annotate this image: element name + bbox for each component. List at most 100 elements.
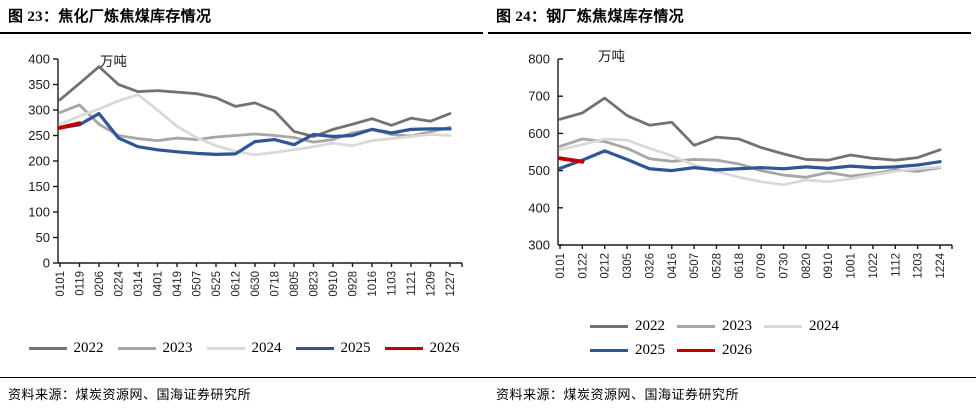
figure-23-title: 图 23：焦化厂炼焦煤库存情况 xyxy=(8,9,212,25)
series-line-2025 xyxy=(58,111,452,156)
x-tick-label: 1227 xyxy=(445,271,457,297)
figure-24-source-divider xyxy=(488,377,976,378)
legend-item-2023: 2023 xyxy=(117,340,193,356)
y-tick-label: 300 xyxy=(528,238,550,253)
legend-swatch-2024 xyxy=(206,346,245,350)
x-tick-label: 0419 xyxy=(172,271,184,297)
x-tick-label: 0507 xyxy=(192,271,204,297)
y-tick-label: 400 xyxy=(528,200,550,215)
legend-swatch-2022 xyxy=(28,346,67,350)
series-line-2025 xyxy=(558,149,942,173)
figure-24-title-divider xyxy=(488,32,972,34)
x-tick-label: 1103 xyxy=(387,271,399,296)
figure-24-panel: 图 24：钢厂炼焦煤库存情况 300 400 500 600 700 800 0101 012… xyxy=(488,0,976,412)
y-tick-label: 250 xyxy=(28,128,50,143)
x-tick-label: 0612 xyxy=(231,271,243,297)
x-tick-label: 0525 xyxy=(211,271,223,297)
legend-label-2025: 2025 xyxy=(340,340,371,356)
coking-plant-inventory-chart: 0 50 100 150 200 250 300 350 400 0101 0119 0206 0224… xyxy=(28,52,463,297)
x-tick-label: 0119 xyxy=(75,271,87,296)
y-tick-labels: 0 50 100 150 200 250 300 350 400 xyxy=(28,52,50,271)
figure-24-chart-area: 300 400 500 600 700 800 0101 0122 0212 0305 0326 04… xyxy=(488,34,976,308)
y-tick-label: 800 xyxy=(528,52,550,67)
legend-swatch-2023 xyxy=(677,324,715,328)
y-tick-label: 350 xyxy=(28,77,50,92)
legend-swatch-2022 xyxy=(590,324,628,328)
figure-23-source-block: 资料来源：煤炭资源网、国海证券研究所 xyxy=(0,377,488,412)
y-tick-label: 400 xyxy=(28,52,50,67)
x-tick-labels: 0101 0119 0206 0224 0314 0401 0419 0507 0525 0612… xyxy=(55,270,457,296)
legend-item-2025: 2025 xyxy=(295,340,371,356)
x-tick-label: 0528 xyxy=(711,253,723,279)
y-tick-label: 300 xyxy=(28,103,50,118)
y-tick-label: 150 xyxy=(28,179,50,194)
legend-label-2024: 2024 xyxy=(809,318,839,334)
legend-item-2023: 2023 xyxy=(677,318,752,334)
y-tick-labels: 300 400 500 600 700 800 xyxy=(528,52,550,253)
y-tick-label: 100 xyxy=(28,205,50,220)
x-tick-label: 0805 xyxy=(289,271,301,297)
x-tick-label: 0305 xyxy=(622,253,634,279)
x-tick-label: 0618 xyxy=(734,253,746,279)
figure-23-chart-area: 0 50 100 150 200 250 300 350 400 0101 0119 0206 0224… xyxy=(0,34,488,316)
legend-label-2026: 2026 xyxy=(722,342,752,358)
x-tick-label: 0401 xyxy=(153,271,165,297)
legend-swatch-2026 xyxy=(677,348,715,352)
series-line-2026 xyxy=(558,156,585,164)
series-line-2022 xyxy=(558,96,942,162)
x-tick-label: 0718 xyxy=(270,271,282,297)
x-tick-label: 0709 xyxy=(756,253,768,279)
legend-item-2026: 2026 xyxy=(677,342,752,358)
legend-swatch-2025 xyxy=(590,348,628,352)
legend-label-2025: 2025 xyxy=(635,342,665,358)
figure-23-panel: 图 23：焦化厂炼焦煤库存情况 0 50 100 150 200 250 300 350 400… xyxy=(0,9,488,412)
y-tick-label: 600 xyxy=(528,126,550,141)
legend-item-2025: 2025 xyxy=(590,342,665,358)
figure-23-legend: 2022 2023 2024 2025 2026 xyxy=(0,340,488,356)
x-tick-label: 0314 xyxy=(133,270,145,296)
series-line-2022 xyxy=(58,65,452,138)
x-tick-label: 0630 xyxy=(250,271,262,297)
unit-label: 万吨 xyxy=(100,54,127,69)
x-tick-labels: 0101 0122 0212 0305 0326 0416 0507 0528 0618 0709… xyxy=(555,252,947,278)
legend-swatch-2023 xyxy=(117,346,156,350)
x-tick-label: 1022 xyxy=(868,253,880,279)
figure-23-source-note: 资料来源：煤炭资源网、国海证券研究所 xyxy=(8,387,252,402)
figure-23-source-divider xyxy=(0,377,488,378)
steel-mill-inventory-chart: 300 400 500 600 700 800 0101 0122 0212 0305 0326 04… xyxy=(528,49,953,279)
x-tick-label: 1209 xyxy=(426,271,438,297)
x-tick-label: 0910 xyxy=(328,271,340,297)
x-tick-label: 0122 xyxy=(577,253,589,279)
x-tick-label: 0730 xyxy=(779,253,791,279)
x-tick-label: 0910 xyxy=(823,253,835,279)
x-tick-label: 0326 xyxy=(644,253,656,279)
legend-swatch-2026 xyxy=(384,346,423,350)
series-line-2024 xyxy=(558,137,942,187)
legend-item-2024: 2024 xyxy=(764,318,839,334)
legend-label-2023: 2023 xyxy=(722,318,752,334)
x-tick-label: 0224 xyxy=(114,270,126,296)
legend-label-2026: 2026 xyxy=(429,340,460,356)
x-tick-label: 0101 xyxy=(555,253,567,279)
x-tick-label: 1112 xyxy=(890,253,902,277)
x-tick-label: 1001 xyxy=(846,253,858,279)
y-tick-label: 50 xyxy=(36,230,50,245)
x-tick-label: 0507 xyxy=(689,253,701,279)
x-tick-label: 0823 xyxy=(309,271,321,297)
series-line-2026 xyxy=(58,121,82,130)
legend-item-2022: 2022 xyxy=(28,340,104,356)
axes xyxy=(53,58,463,267)
x-tick-label: 0928 xyxy=(348,271,360,297)
legend-swatch-2025 xyxy=(295,346,334,350)
x-tick-label: 0820 xyxy=(801,253,813,279)
x-tick-label: 1224 xyxy=(935,252,947,278)
x-tick-label: 0206 xyxy=(94,271,106,297)
y-tick-label: 500 xyxy=(528,163,550,178)
legend-item-2024: 2024 xyxy=(206,340,282,356)
figure-23-title-divider xyxy=(0,32,484,34)
y-tick-label: 700 xyxy=(528,89,550,104)
y-tick-label: 200 xyxy=(28,154,50,169)
axes xyxy=(557,58,953,249)
